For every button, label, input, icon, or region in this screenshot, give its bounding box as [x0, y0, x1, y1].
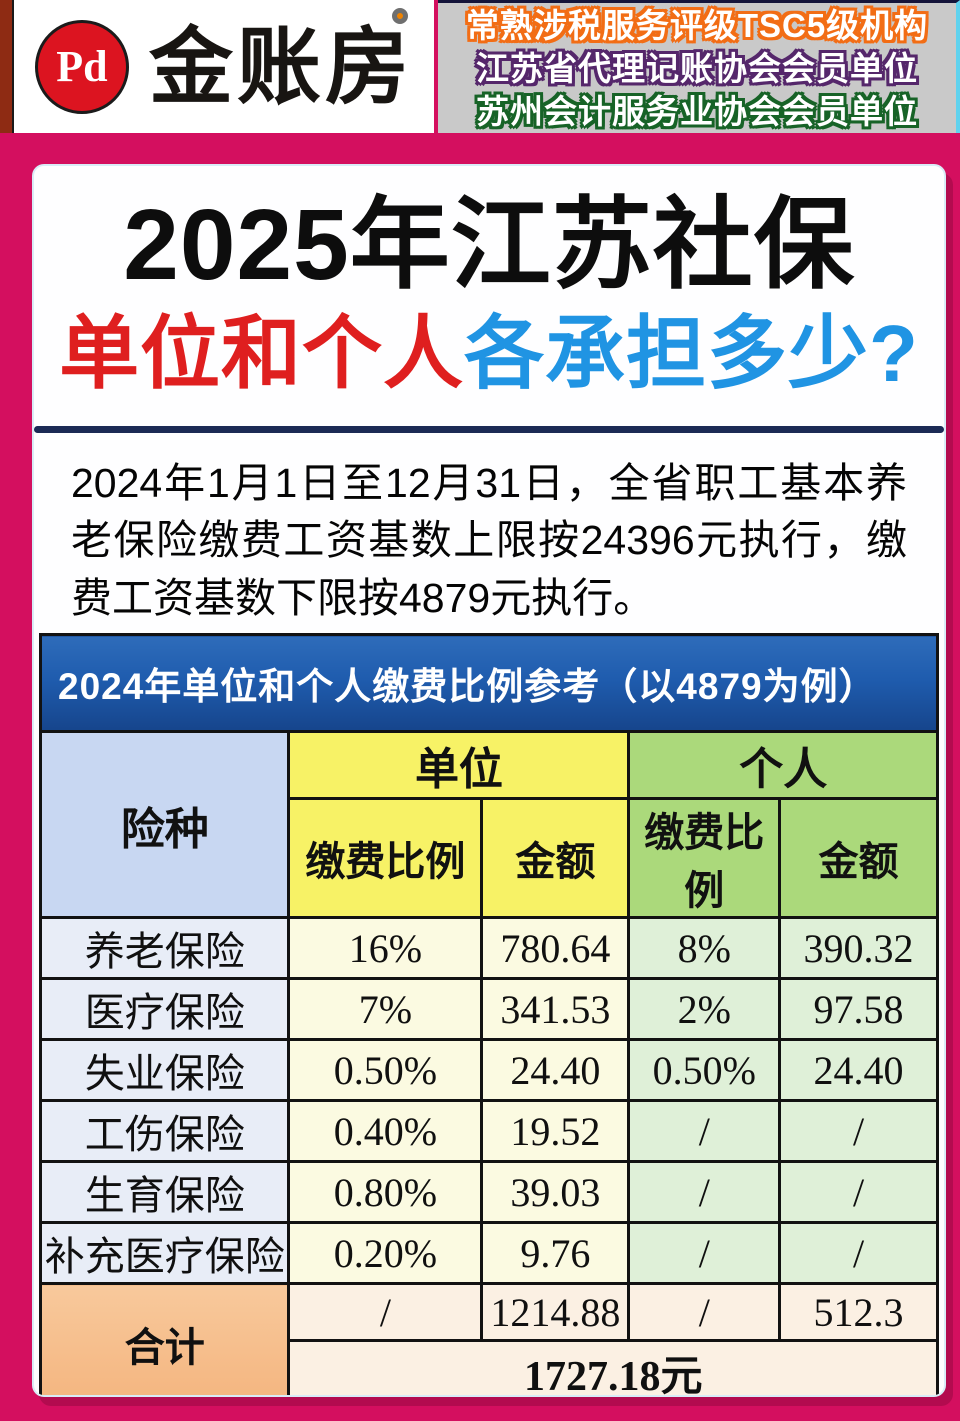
total-label: 合计: [38, 1282, 291, 1395]
header-personal: 个人: [627, 730, 939, 801]
table-banner: 2024年单位和个人缴费比例参考（以4879为例）: [39, 633, 939, 734]
personal-amount: /: [778, 1099, 939, 1164]
row-label: 工伤保险: [38, 1099, 291, 1164]
personal-ratio: /: [627, 1221, 782, 1286]
row-label: 养老保险: [38, 916, 291, 981]
company-logo-icon: Pd: [34, 19, 129, 114]
company-ratio: 0.80%: [287, 1160, 484, 1225]
company-amount-total: 1214.88: [480, 1282, 631, 1343]
personal-amount: 390.32: [778, 916, 939, 981]
header-company-ratio: 缴费比例: [287, 797, 484, 920]
badge-suzhou-association: 苏州会计服务业协会会员单位: [476, 92, 918, 130]
poster-card: 2025年江苏社保 单位和个人各承担多少? 2024年1月1日至12月31日，全…: [32, 164, 946, 1397]
row-label: 补充医疗保险: [38, 1221, 291, 1286]
company-name: 金账房: [148, 19, 413, 114]
header-company: 单位: [287, 730, 631, 801]
table-row-grand-total: 1727.18元: [41, 1339, 939, 1395]
logo-dot-icon: [392, 8, 408, 24]
personal-ratio: /: [627, 1160, 782, 1225]
badge-jiangsu-association: 江苏省代理记账协会会员单位: [476, 49, 918, 87]
contribution-table: 2024年单位和个人缴费比例参考（以4879为例） 险种 单位 个人 缴费比例 …: [38, 633, 939, 1395]
header-personal-ratio: 缴费比例: [627, 797, 782, 920]
row-label: 失业保险: [38, 1038, 291, 1103]
table-row-maternity: 生育保险 0.80% 39.03 / /: [38, 1160, 939, 1225]
header-company-amount: 金额: [480, 797, 631, 920]
personal-ratio: 2%: [627, 977, 782, 1042]
table-row-pension: 养老保险 16% 780.64 8% 390.32: [38, 916, 939, 981]
header-insurance-type: 险种: [38, 730, 291, 920]
row-label: 生育保险: [38, 1160, 291, 1225]
personal-ratio: 8%: [627, 916, 782, 981]
company-ratio: 7%: [287, 977, 484, 1042]
company-ratio-total: /: [287, 1282, 484, 1343]
title-divider: [34, 426, 944, 433]
company-amount: 19.52: [480, 1099, 631, 1164]
sub-title-red: 单位和个人: [59, 309, 465, 398]
personal-amount: /: [778, 1160, 939, 1225]
company-ratio: 0.20%: [287, 1221, 484, 1286]
grand-total-value: 1727.18元: [287, 1339, 939, 1395]
credential-badges: 常熟涉税服务评级TSC5级机构 江苏省代理记账协会会员单位 苏州会计服务业协会会…: [438, 0, 960, 133]
header-divider: [434, 0, 438, 133]
table-row-unemployment: 失业保险 0.50% 24.40 0.50% 24.40: [38, 1038, 939, 1103]
table-banner-row: 2024年单位和个人缴费比例参考（以4879为例）: [39, 633, 939, 734]
table-header-subcolumns: 缴费比例 金额 缴费比例 金额: [41, 797, 939, 920]
header: Pd 金账房 常熟涉税服务评级TSC5级机构 江苏省代理记账协会会员单位 苏州会…: [0, 0, 960, 133]
personal-ratio-total: /: [627, 1282, 782, 1343]
personal-amount: 24.40: [778, 1038, 939, 1103]
company-amount: 341.53: [480, 977, 631, 1042]
logo-panel: Pd 金账房: [14, 0, 434, 133]
main-title: 2025年江苏社保: [123, 189, 855, 301]
left-accent-strip: [0, 0, 14, 133]
table-row-medical: 医疗保险 7% 341.53 2% 97.58: [38, 977, 939, 1042]
company-amount: 24.40: [480, 1038, 631, 1103]
company-amount: 39.03: [480, 1160, 631, 1225]
badge-tax-rating: 常熟涉税服务评级TSC5级机构: [465, 6, 929, 44]
company-ratio: 0.50%: [287, 1038, 484, 1103]
table-header-groups: 险种 单位 个人: [38, 730, 939, 920]
table-row-subtotal: 合计 / 1214.88 / 512.3: [38, 1282, 939, 1395]
header-personal-amount: 金额: [778, 797, 939, 920]
row-label: 医疗保险: [38, 977, 291, 1042]
table-row-injury: 工伤保险 0.40% 19.52 / /: [38, 1099, 939, 1164]
sub-title-blue: 各承担多少?: [464, 309, 919, 398]
personal-ratio: /: [627, 1099, 782, 1164]
personal-amount: /: [778, 1221, 939, 1286]
personal-amount-total: 512.3: [778, 1282, 939, 1343]
table-row-supplementary-medical: 补充医疗保险 0.20% 9.76 / /: [38, 1221, 939, 1286]
personal-amount: 97.58: [778, 977, 939, 1042]
personal-ratio: 0.50%: [627, 1038, 782, 1103]
company-amount: 9.76: [480, 1221, 631, 1286]
intro-paragraph: 2024年1月1日至12月31日，全省职工基本养老保险缴费工资基数上限按2439…: [71, 460, 907, 621]
company-ratio: 16%: [287, 916, 484, 981]
company-amount: 780.64: [480, 916, 631, 981]
company-ratio: 0.40%: [287, 1099, 484, 1164]
sub-title: 单位和个人各承担多少?: [34, 312, 944, 396]
